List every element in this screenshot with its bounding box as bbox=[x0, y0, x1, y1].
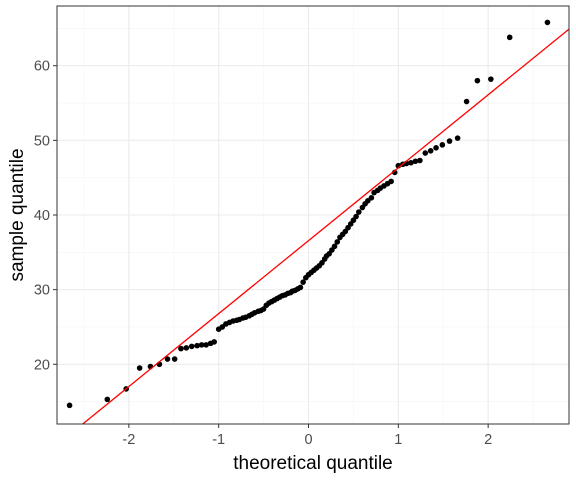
data-point bbox=[171, 356, 178, 362]
data-point bbox=[300, 279, 306, 285]
data-point bbox=[334, 239, 341, 245]
data-point bbox=[544, 19, 551, 26]
data-point bbox=[474, 77, 481, 84]
y-tick-label: 30 bbox=[34, 283, 50, 299]
data-point bbox=[433, 145, 439, 151]
y-tick-label: 40 bbox=[34, 208, 50, 224]
data-point bbox=[454, 135, 461, 141]
x-tick-label: -2 bbox=[122, 432, 135, 448]
reference-line bbox=[82, 28, 570, 425]
data-point bbox=[412, 158, 419, 165]
data-point bbox=[183, 345, 190, 351]
data-point bbox=[506, 34, 513, 41]
x-axis: -2 -1 0 1 2 bbox=[122, 424, 492, 448]
data-point bbox=[198, 342, 205, 348]
x-tick-label: 0 bbox=[304, 432, 312, 448]
data-point bbox=[136, 365, 143, 371]
data-point bbox=[203, 342, 209, 348]
x-tick-label: 2 bbox=[484, 432, 492, 448]
data-point bbox=[368, 195, 375, 201]
data-point bbox=[104, 396, 111, 403]
data-points bbox=[66, 19, 551, 409]
y-axis-title: sample quantile bbox=[7, 148, 28, 281]
data-point bbox=[446, 138, 453, 144]
data-point bbox=[356, 209, 362, 215]
data-point bbox=[408, 159, 414, 166]
data-point bbox=[178, 345, 184, 352]
data-point bbox=[388, 178, 394, 185]
data-point bbox=[417, 157, 423, 164]
grid-major bbox=[57, 6, 569, 424]
data-point bbox=[422, 150, 429, 156]
y-axis: 20 30 40 50 60 bbox=[34, 59, 57, 373]
data-point bbox=[353, 213, 359, 220]
data-point bbox=[194, 342, 200, 349]
data-point bbox=[439, 142, 446, 148]
data-point bbox=[66, 402, 73, 409]
y-tick-label: 50 bbox=[34, 133, 50, 149]
data-point bbox=[164, 356, 171, 362]
x-axis-title: theoretical quantile bbox=[233, 453, 393, 474]
data-point bbox=[188, 343, 195, 350]
y-tick-label: 60 bbox=[34, 59, 50, 75]
data-point bbox=[331, 243, 338, 250]
y-tick-label: 20 bbox=[34, 357, 50, 373]
data-point bbox=[211, 339, 217, 345]
data-point bbox=[427, 148, 434, 154]
data-point bbox=[463, 98, 470, 105]
x-tick-label: 1 bbox=[394, 432, 402, 448]
x-tick-label: -1 bbox=[212, 432, 225, 448]
data-point bbox=[488, 76, 494, 82]
data-point bbox=[297, 284, 304, 291]
